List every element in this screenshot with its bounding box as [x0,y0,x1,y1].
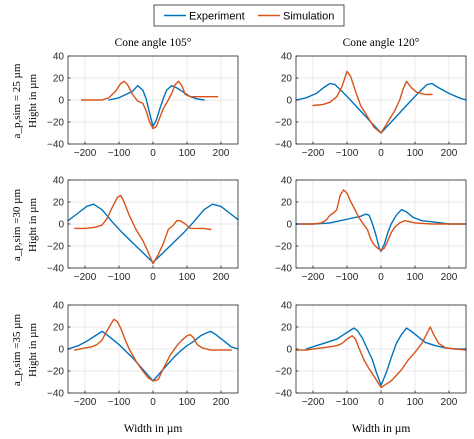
y-tick-label: −20 [47,118,64,129]
y-tick-label: −20 [275,367,292,378]
y-tick-label: 20 [281,198,293,209]
x-tick-label: −100 [108,397,131,408]
x-tick-label: 100 [407,272,424,283]
x-tick-label: −100 [336,148,359,159]
y-tick-label: 40 [53,52,65,63]
column-title-105: Cone angle 105° [115,37,192,49]
series-line-experiment [295,209,467,253]
x-tick-label: 200 [213,272,230,283]
x-tick-label: −200 [74,272,97,283]
y-tick-label: −40 [47,389,64,400]
series-line-simulation [312,70,433,134]
x-tick-label: 0 [150,272,156,283]
y-tick-label: 40 [53,301,65,312]
x-tick-label: −100 [108,148,131,159]
y-tick-label: −20 [47,242,64,253]
series-line-simulation [74,318,232,382]
y-tick-label: −20 [275,242,292,253]
series-line-experiment [305,327,467,386]
y-tick-label: 40 [281,176,293,187]
ylabel-row2: Hight in µm [27,198,39,252]
x-tick-label: −200 [302,397,325,408]
legend: Experiment Simulation [153,4,345,27]
x-tick-label: 0 [150,148,156,159]
x-tick-label: 100 [179,272,196,283]
x-tick-label: 0 [150,397,156,408]
xlabel-col2: Width in µm [352,423,411,435]
y-tick-label: 20 [53,323,65,334]
series-line-simulation [74,194,212,265]
x-tick-label: −200 [74,397,97,408]
y-tick-label: 40 [53,176,65,187]
x-tick-label: −200 [302,272,325,283]
y-tick-label: 0 [58,345,64,356]
y-tick-label: −40 [47,140,64,151]
y-tick-label: −40 [275,264,292,275]
y-tick-label: −40 [275,140,292,151]
x-tick-label: 200 [441,148,458,159]
y-tick-label: 20 [281,323,293,334]
x-tick-label: 0 [378,148,384,159]
y-tick-label: 20 [53,74,65,85]
y-tick-label: 0 [286,96,292,107]
xlabel-col1: Width in µm [124,423,183,435]
x-tick-label: 0 [378,397,384,408]
y-tick-label: −40 [275,389,292,400]
row-label-35: a_p,sim =35 µm [11,313,23,386]
series-line-simulation [80,80,219,130]
x-tick-label: −100 [108,272,131,283]
y-tick-label: 40 [281,301,293,312]
x-tick-label: 200 [213,397,230,408]
x-tick-label: 0 [378,272,384,283]
y-tick-label: 0 [286,345,292,356]
x-tick-label: 200 [213,148,230,159]
legend-label-simulation: Simulation [283,11,334,23]
series-line-simulation [298,189,467,252]
row-label-25: a_p,sim = 25 µm [11,63,23,138]
series-line-experiment [108,85,205,128]
x-tick-label: 100 [179,148,196,159]
x-tick-label: 100 [407,148,424,159]
y-tick-label: 0 [58,220,64,231]
ylabel-row3: Hight in µm [27,323,39,377]
row-label-30: a_p,sim =30 µm [11,188,23,261]
y-tick-label: 20 [281,74,293,85]
legend-box [153,4,345,27]
x-tick-label: 200 [441,272,458,283]
ylabel-row1: Hight in µm [27,74,39,128]
column-title-120: Cone angle 120° [343,37,420,49]
x-tick-label: 100 [407,397,424,408]
y-tick-label: 40 [281,52,293,63]
series-line-simulation [295,326,467,389]
x-tick-label: −200 [74,148,97,159]
legend-label-experiment: Experiment [189,11,245,23]
y-tick-label: 0 [58,96,64,107]
y-tick-label: 0 [286,220,292,231]
y-tick-label: 20 [53,198,65,209]
y-tick-label: −20 [47,367,64,378]
y-tick-label: −20 [275,118,292,129]
x-tick-label: −200 [302,148,325,159]
x-tick-label: −100 [336,272,359,283]
x-tick-label: −100 [336,397,359,408]
x-tick-label: 200 [441,397,458,408]
x-tick-label: 100 [179,397,196,408]
y-tick-label: −40 [47,264,64,275]
